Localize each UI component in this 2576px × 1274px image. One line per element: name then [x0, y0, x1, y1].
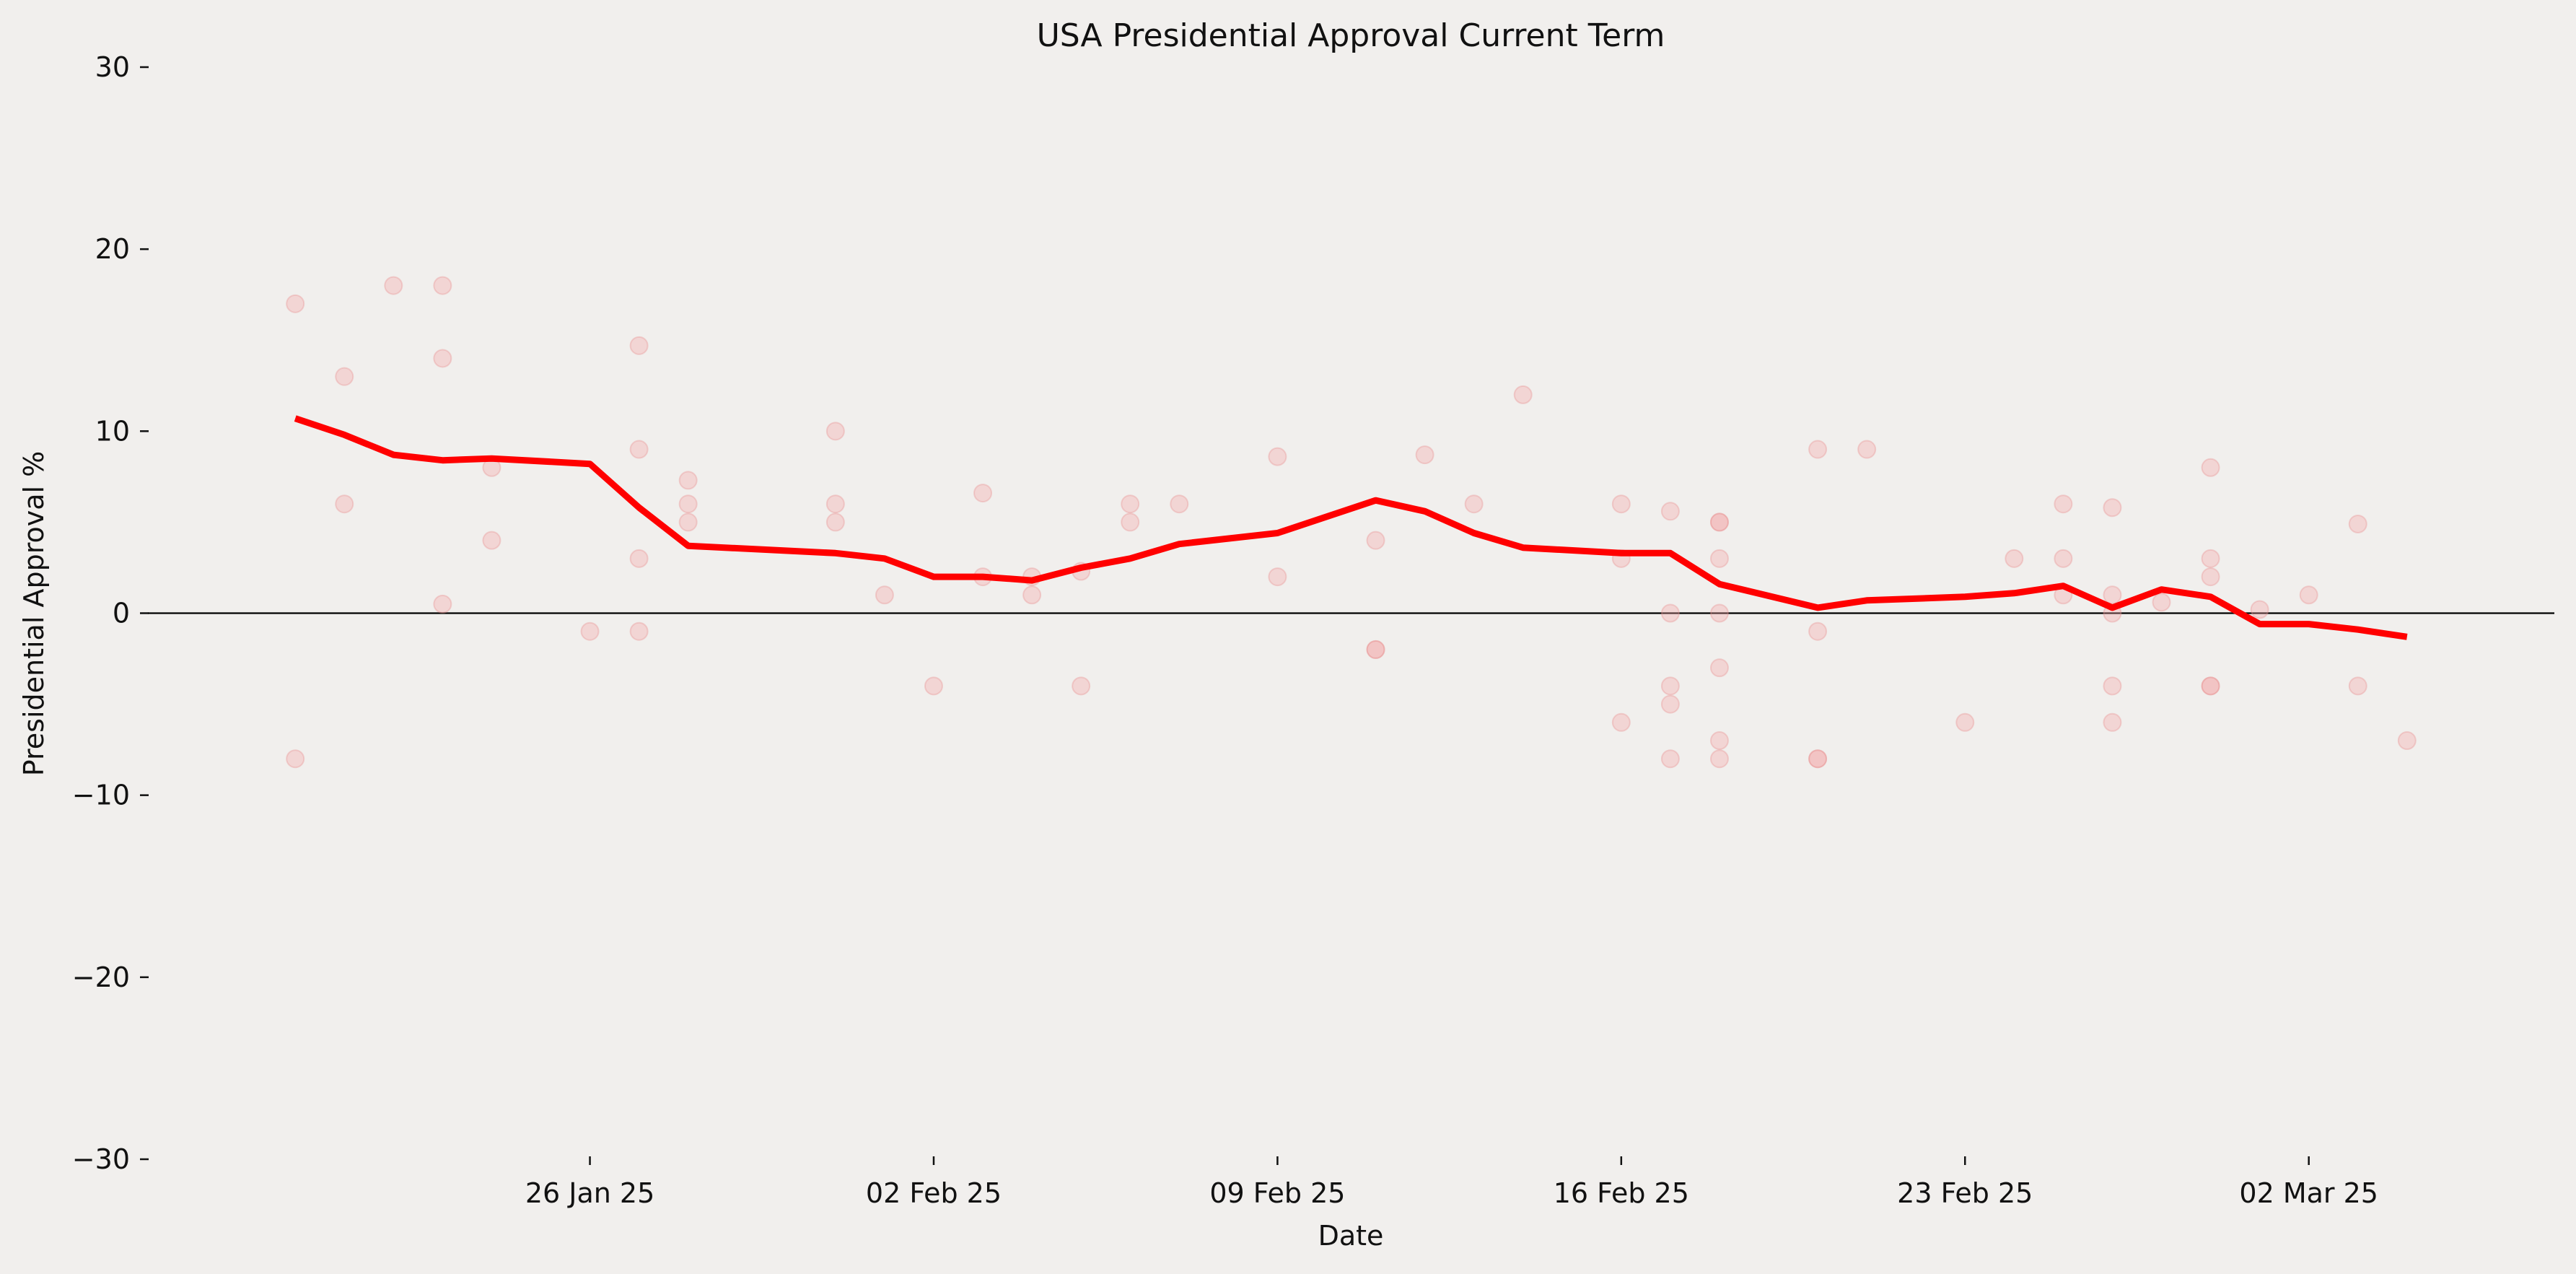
- poll-point: [482, 531, 501, 550]
- poll-point: [1121, 512, 1140, 532]
- poll-point: [1513, 385, 1533, 404]
- poll-point: [1808, 749, 1828, 769]
- poll-point: [1709, 658, 1729, 678]
- poll-point: [1660, 694, 1680, 714]
- poll-point: [825, 494, 845, 514]
- y-tick-label: 10: [95, 415, 130, 447]
- poll-point: [1857, 440, 1877, 459]
- poll-point: [2103, 676, 2122, 696]
- poll-point: [286, 749, 305, 769]
- poll-point: [384, 276, 403, 295]
- poll-point: [1660, 603, 1680, 623]
- poll-point: [335, 367, 354, 386]
- x-axis-label: Date: [1318, 1220, 1384, 1252]
- poll-point: [433, 276, 452, 295]
- poll-point: [1709, 549, 1729, 568]
- x-tick-label: 16 Feb 25: [1554, 1177, 1689, 1209]
- y-tick-label: 0: [113, 598, 130, 629]
- poll-point: [1709, 512, 1729, 532]
- poll-point: [2397, 731, 2417, 751]
- y-tick-label: 30: [95, 51, 130, 83]
- poll-point: [1170, 494, 1189, 514]
- poll-point: [1366, 640, 1385, 659]
- y-axis-label: Presidential Approval %: [18, 451, 50, 777]
- poll-point: [2348, 514, 2367, 533]
- poll-point: [2103, 712, 2122, 732]
- poll-point: [335, 494, 354, 514]
- poll-point: [2201, 676, 2220, 696]
- poll-point: [2348, 676, 2367, 696]
- x-tick-label: 02 Mar 25: [2239, 1177, 2378, 1209]
- poll-point: [2201, 676, 2220, 696]
- x-tick-label: 09 Feb 25: [1209, 1177, 1345, 1209]
- poll-point: [580, 621, 600, 641]
- poll-point: [1808, 440, 1828, 459]
- poll-point: [1709, 731, 1729, 751]
- poll-point: [629, 440, 649, 459]
- poll-point: [2250, 600, 2269, 619]
- poll-point: [629, 336, 649, 355]
- poll-point: [1464, 494, 1484, 514]
- x-tick-label: 23 Feb 25: [1897, 1177, 2033, 1209]
- poll-point: [2201, 567, 2220, 587]
- poll-point: [1709, 603, 1729, 623]
- poll-point: [2201, 458, 2220, 477]
- poll-point: [973, 484, 993, 503]
- poll-point: [433, 349, 452, 368]
- poll-point: [1660, 502, 1680, 521]
- poll-point: [1415, 445, 1434, 465]
- poll-point: [1366, 531, 1385, 550]
- poll-point: [825, 422, 845, 441]
- poll-point: [1268, 447, 1287, 466]
- poll-point: [629, 549, 649, 568]
- poll-point: [1660, 749, 1680, 769]
- poll-point: [678, 512, 698, 532]
- approval-trend-line: [294, 415, 2408, 640]
- x-axis: 26 Jan 25 02 Feb 25 09 Feb 25 16 Feb 25 23 F…: [525, 1156, 2378, 1209]
- poll-point: [2201, 549, 2220, 568]
- poll-point: [2299, 585, 2318, 605]
- poll-point: [1808, 621, 1828, 641]
- poll-point: [875, 585, 894, 605]
- poll-point: [1955, 712, 1975, 732]
- poll-points: [286, 276, 2417, 769]
- y-axis: −30 −20 −10 0 10 20 30: [72, 51, 149, 1175]
- poll-point: [1660, 676, 1680, 696]
- poll-point: [2005, 549, 2024, 568]
- poll-point: [1268, 567, 1287, 587]
- poll-point: [2054, 549, 2073, 568]
- x-tick-label: 02 Feb 25: [866, 1177, 1002, 1209]
- poll-point: [825, 512, 845, 532]
- poll-point: [1022, 585, 1042, 605]
- y-tick-label: −20: [72, 961, 130, 993]
- poll-point: [678, 471, 698, 490]
- x-tick-label: 26 Jan 25: [525, 1177, 654, 1209]
- poll-point: [1611, 712, 1631, 732]
- poll-point: [2103, 498, 2122, 518]
- poll-point: [2152, 593, 2171, 612]
- poll-point: [1808, 749, 1828, 769]
- poll-point: [629, 621, 649, 641]
- poll-point: [2103, 585, 2122, 605]
- poll-point: [1611, 494, 1631, 514]
- poll-point: [2054, 494, 2073, 514]
- poll-point: [1366, 640, 1385, 659]
- poll-point: [1072, 676, 1091, 696]
- poll-point: [433, 594, 452, 614]
- y-tick-label: −30: [72, 1143, 130, 1175]
- y-tick-label: 20: [95, 233, 130, 265]
- poll-point: [1709, 512, 1729, 532]
- poll-point: [286, 294, 305, 313]
- poll-point: [1709, 749, 1729, 769]
- poll-point: [924, 676, 943, 696]
- chart-title: USA Presidential Approval Current Term: [1037, 17, 1665, 54]
- poll-point: [1121, 494, 1140, 514]
- y-tick-label: −10: [72, 780, 130, 811]
- poll-point: [678, 494, 698, 514]
